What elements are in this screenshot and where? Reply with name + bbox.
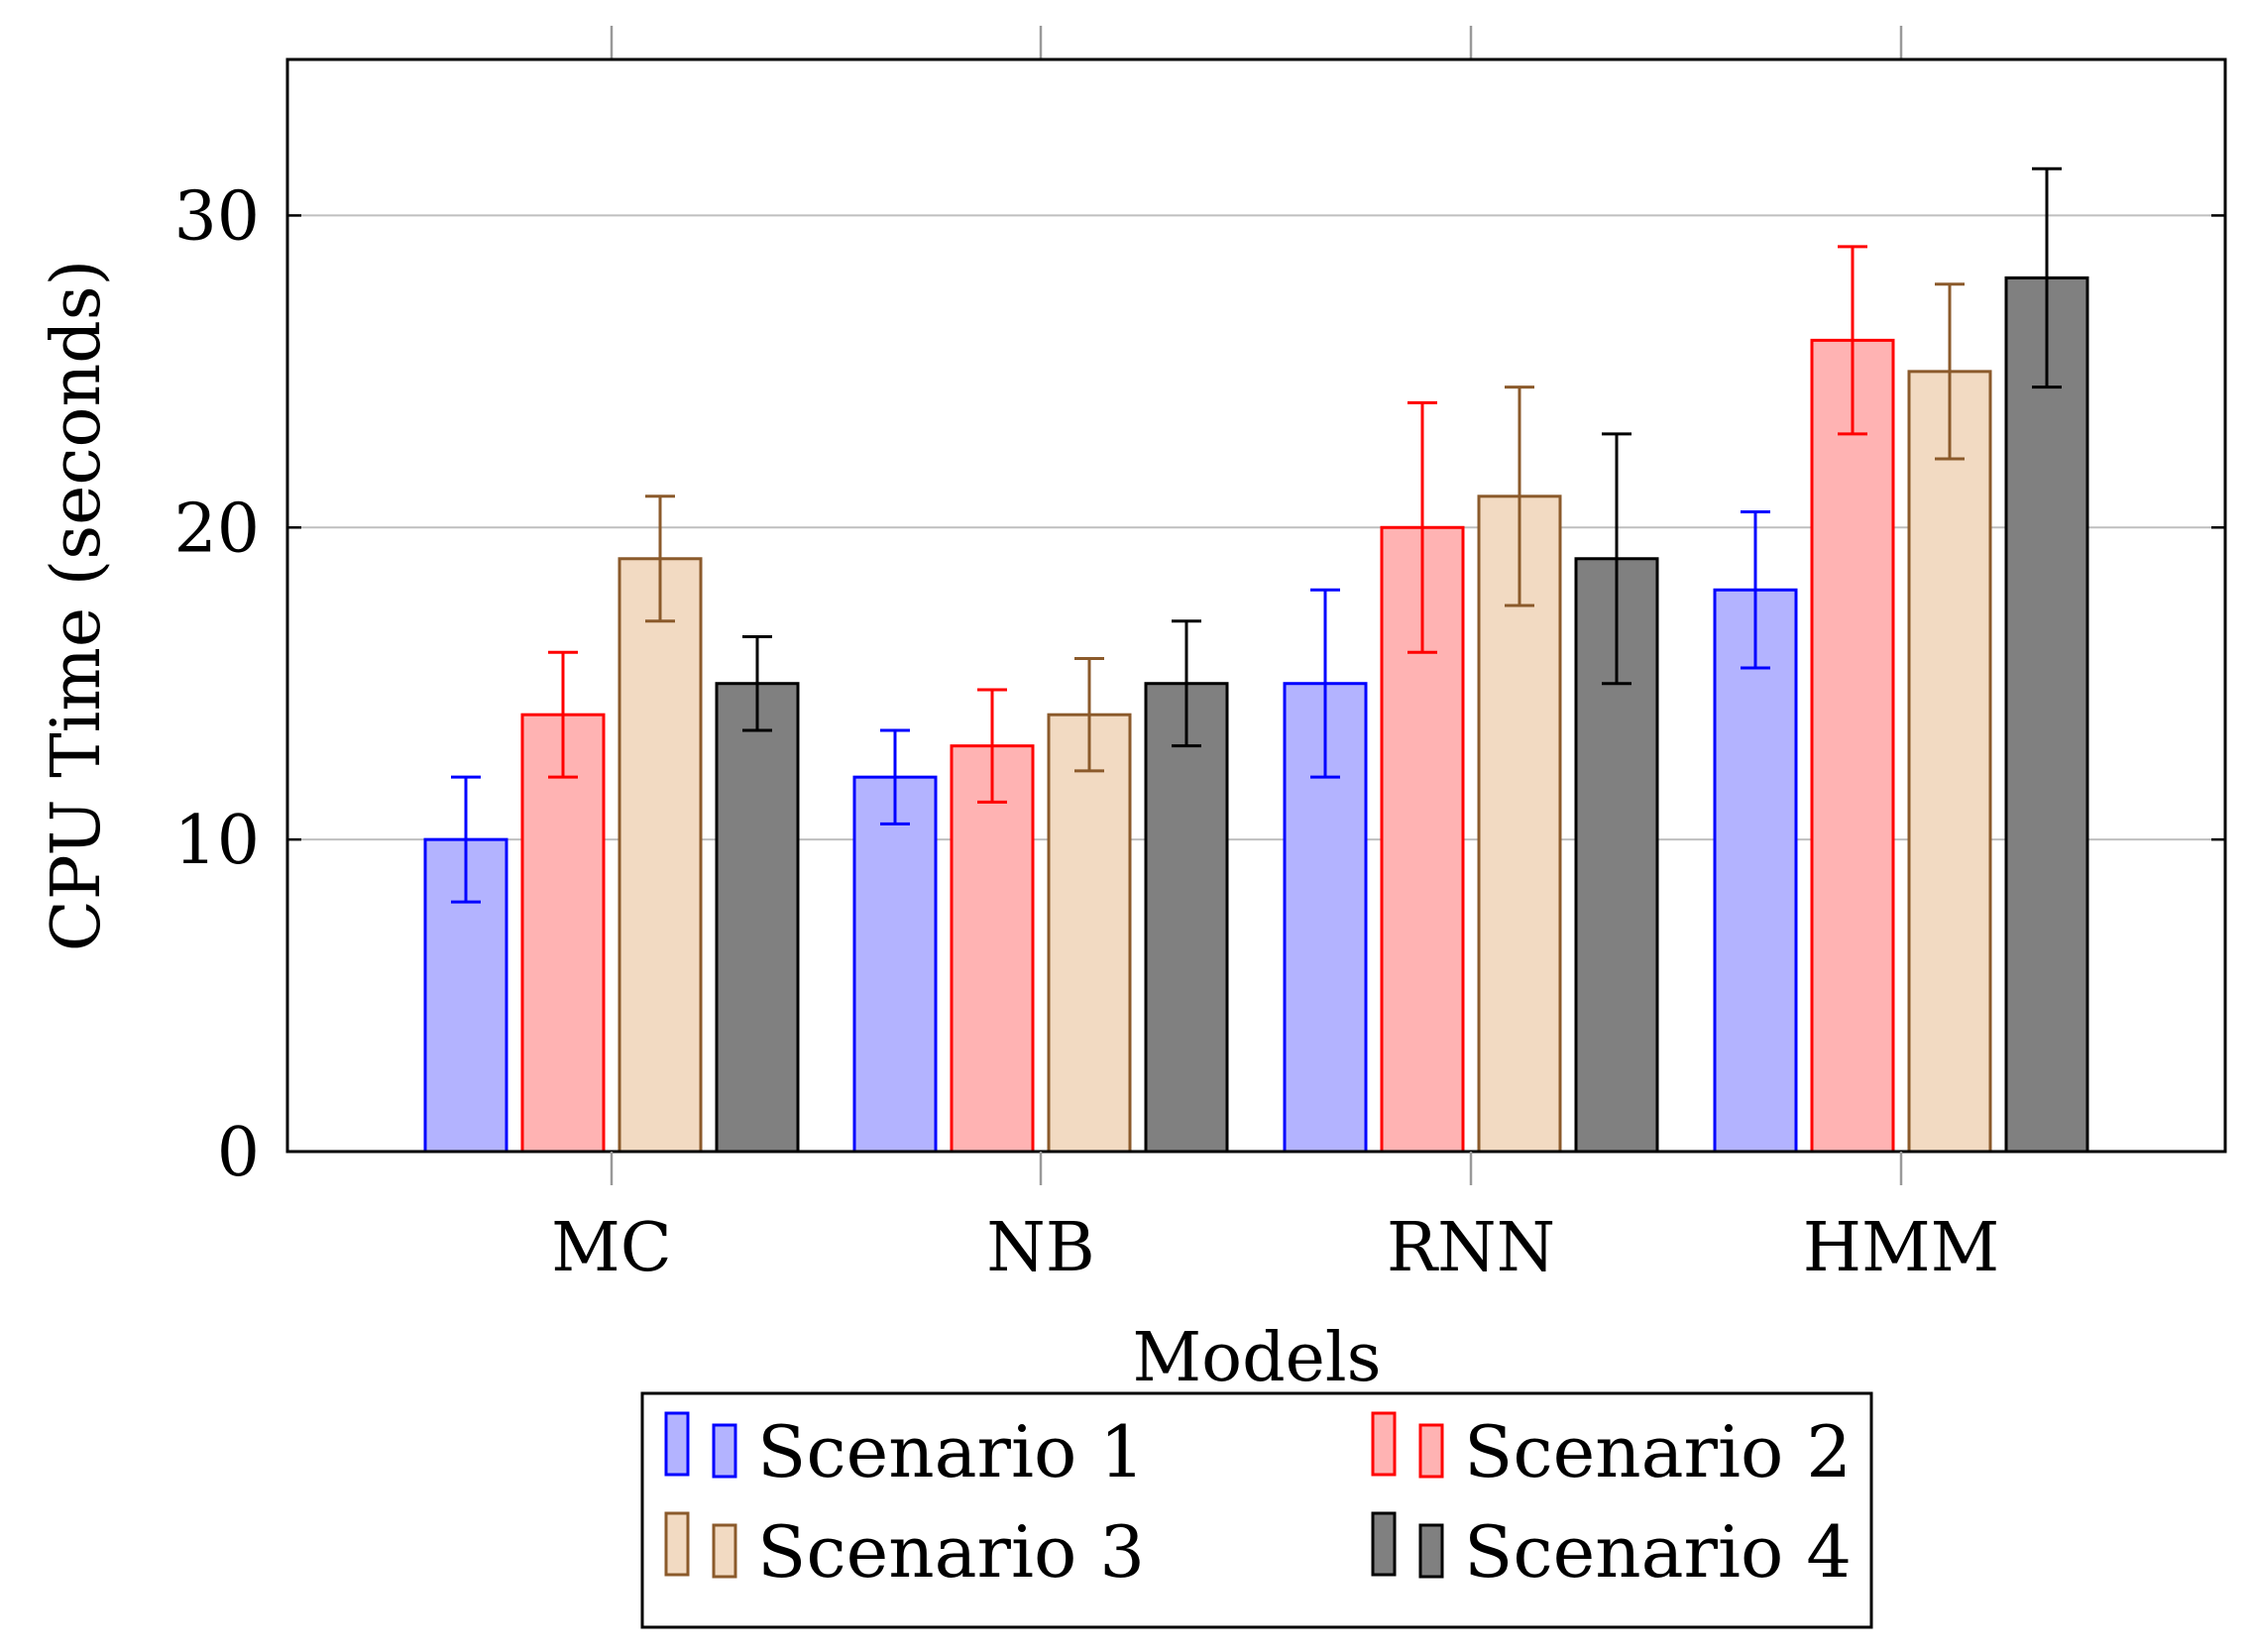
x-axis-title: Models — [1133, 1319, 1382, 1397]
error-bar — [645, 495, 675, 623]
top-tick-marks — [610, 26, 1903, 59]
y-tick-label: 10 — [173, 802, 260, 880]
legend-label: Scenario 4 — [1464, 1510, 1852, 1594]
y-axis-ticks: 0 10 20 30 — [173, 177, 2225, 1192]
y-axis-title: CPU Time (seconds) — [38, 260, 116, 951]
bar — [1144, 682, 1229, 1154]
legend-swatch — [664, 1511, 690, 1577]
legend-label: Scenario 2 — [1464, 1410, 1852, 1493]
error-bar — [1935, 282, 1965, 461]
legend-label: Scenario 3 — [757, 1510, 1145, 1594]
y-tick-label: 0 — [217, 1114, 260, 1192]
y-tick-label: 30 — [173, 177, 260, 256]
bar — [1713, 588, 1798, 1154]
bar — [618, 557, 703, 1154]
x-tick-label: RNN — [1387, 1209, 1555, 1287]
bar — [2004, 275, 2089, 1154]
x-tick-label: HMM — [1803, 1209, 2000, 1287]
error-bar — [451, 775, 481, 904]
bar — [1907, 370, 1992, 1154]
y-tick-label: 20 — [173, 490, 260, 568]
error-bar — [1407, 400, 1437, 654]
error-bar — [548, 650, 578, 779]
error-bar — [880, 728, 910, 826]
error-bars — [451, 166, 2062, 904]
legend-frame — [640, 1391, 1873, 1629]
error-bar — [1172, 619, 1201, 748]
bar — [715, 682, 800, 1154]
error-bar — [1505, 385, 1534, 607]
legend-item: Scenario 1 — [664, 1410, 1145, 1493]
bar — [1810, 338, 1895, 1154]
legend: Scenario 1 Scenario 2 Scenario 3 Scenario 4 — [640, 1391, 1873, 1629]
bar — [520, 713, 606, 1154]
legend-swatch — [1371, 1411, 1397, 1477]
legend-swatch — [1418, 1423, 1444, 1479]
x-tick-label: NB — [986, 1209, 1094, 1287]
x-axis-ticks: MC NB RNN HMM — [551, 1152, 1999, 1287]
plot-frame — [285, 57, 2227, 1154]
bars — [423, 275, 2089, 1154]
error-bar — [1310, 588, 1340, 779]
legend-item: Scenario 3 — [664, 1510, 1145, 1594]
legend-swatch — [712, 1523, 737, 1579]
bar — [950, 744, 1035, 1154]
legend-swatch — [712, 1423, 737, 1479]
legend-item: Scenario 2 — [1371, 1410, 1852, 1493]
legend-item: Scenario 4 — [1371, 1510, 1852, 1594]
error-bar — [2032, 166, 2062, 389]
legend-swatch — [1371, 1511, 1397, 1577]
error-bar — [1602, 432, 1631, 686]
error-bar — [742, 634, 772, 732]
error-bar — [1741, 510, 1770, 670]
legend-swatch — [1418, 1523, 1444, 1579]
error-bar — [1074, 657, 1104, 773]
gridlines — [287, 214, 2225, 841]
error-bar — [1838, 245, 1867, 436]
x-tick-label: MC — [551, 1209, 672, 1287]
bar — [1047, 713, 1132, 1154]
error-bar — [977, 688, 1007, 804]
legend-label: Scenario 1 — [757, 1410, 1145, 1493]
legend-swatch — [664, 1411, 690, 1477]
bar — [852, 775, 938, 1154]
